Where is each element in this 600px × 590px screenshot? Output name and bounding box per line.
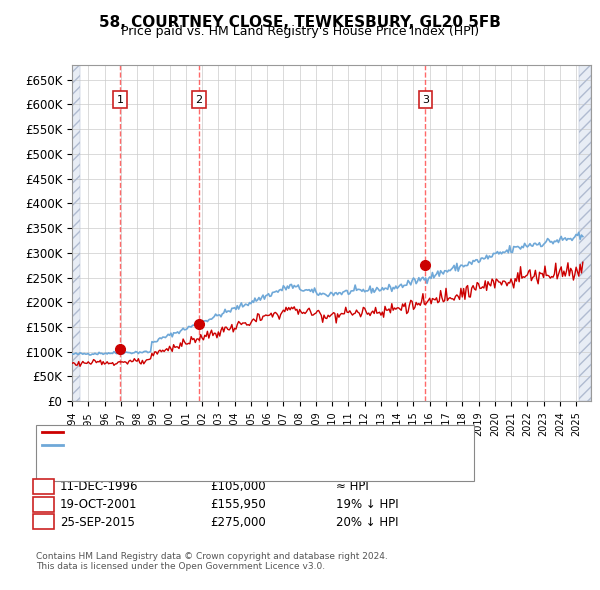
Text: 1: 1 [40, 482, 47, 491]
Text: 19% ↓ HPI: 19% ↓ HPI [336, 498, 398, 511]
Text: 58, COURTNEY CLOSE, TEWKESBURY, GL20 5FB: 58, COURTNEY CLOSE, TEWKESBURY, GL20 5FB [99, 15, 501, 30]
Text: 20% ↓ HPI: 20% ↓ HPI [336, 516, 398, 529]
Text: £155,950: £155,950 [210, 498, 266, 511]
Text: HPI: Average price, detached house, Tewkesbury: HPI: Average price, detached house, Tewk… [69, 441, 323, 450]
Text: 3: 3 [422, 94, 429, 104]
Text: 2: 2 [40, 500, 47, 509]
Text: 58, COURTNEY CLOSE, TEWKESBURY, GL20 5FB (detached house): 58, COURTNEY CLOSE, TEWKESBURY, GL20 5FB… [69, 428, 411, 437]
Text: 11-DEC-1996: 11-DEC-1996 [60, 480, 139, 493]
Text: £275,000: £275,000 [210, 516, 266, 529]
Text: £105,000: £105,000 [210, 480, 266, 493]
Text: 3: 3 [40, 517, 47, 527]
Text: 2: 2 [195, 94, 202, 104]
Text: 25-SEP-2015: 25-SEP-2015 [60, 516, 135, 529]
Text: Price paid vs. HM Land Registry's House Price Index (HPI): Price paid vs. HM Land Registry's House … [121, 25, 479, 38]
Text: ≈ HPI: ≈ HPI [336, 480, 369, 493]
Text: Contains HM Land Registry data © Crown copyright and database right 2024.
This d: Contains HM Land Registry data © Crown c… [36, 552, 388, 571]
Bar [579, 65, 591, 401]
Text: 1: 1 [116, 94, 124, 104]
Text: 19-OCT-2001: 19-OCT-2001 [60, 498, 137, 511]
Bar [72, 65, 79, 401]
